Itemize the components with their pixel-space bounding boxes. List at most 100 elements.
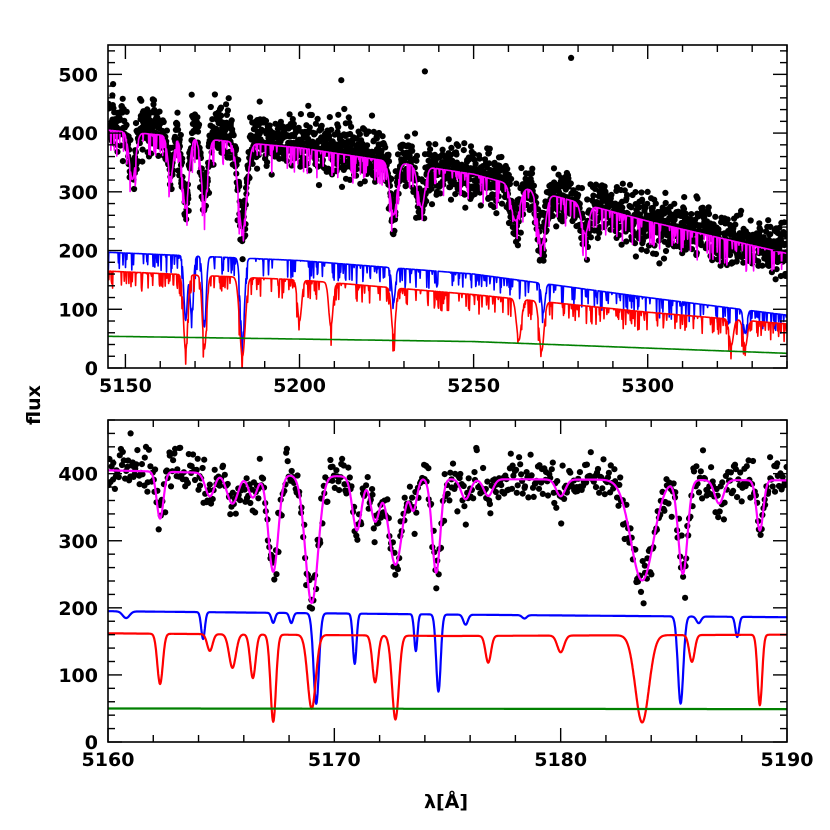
data-point xyxy=(333,467,340,474)
data-point xyxy=(345,464,352,471)
data-point xyxy=(720,516,728,523)
x-tick-label: 5180 xyxy=(534,749,587,771)
data-point xyxy=(487,510,494,517)
data-point xyxy=(738,207,745,214)
data-point xyxy=(619,204,626,211)
data-point xyxy=(314,115,321,122)
data-point xyxy=(712,213,719,220)
data-point xyxy=(377,514,384,521)
data-point xyxy=(518,164,525,172)
model-line-green xyxy=(108,335,787,355)
data-point xyxy=(690,468,698,475)
data-point xyxy=(492,488,499,496)
y-tick-label: 300 xyxy=(58,531,98,553)
data-point xyxy=(495,494,502,501)
data-point xyxy=(308,111,315,119)
data-point xyxy=(634,578,642,585)
data-point xyxy=(391,227,398,234)
data-point xyxy=(757,531,764,539)
data-point xyxy=(382,144,389,151)
data-point xyxy=(326,114,333,121)
data-point xyxy=(592,181,600,188)
data-point xyxy=(454,508,461,515)
data-point xyxy=(493,210,500,217)
data-point xyxy=(243,475,250,482)
data-point xyxy=(523,469,530,476)
data-point xyxy=(632,253,640,260)
data-point xyxy=(656,260,663,267)
data-point xyxy=(624,192,631,199)
data-point xyxy=(490,203,497,211)
data-point xyxy=(311,130,318,137)
data-point xyxy=(162,509,169,516)
data-point xyxy=(425,465,432,472)
y-tick-label: 400 xyxy=(58,123,98,145)
data-point xyxy=(241,486,248,493)
data-point xyxy=(345,114,352,121)
data-point xyxy=(759,262,766,269)
data-point xyxy=(384,496,391,503)
data-point xyxy=(295,124,302,131)
data-point xyxy=(343,490,350,497)
data-point xyxy=(294,472,301,479)
data-point xyxy=(462,521,469,528)
data-point xyxy=(680,205,688,213)
data-point xyxy=(268,171,275,178)
data-point xyxy=(638,189,645,196)
data-point xyxy=(724,216,731,223)
data-point xyxy=(780,229,787,236)
data-point xyxy=(346,474,353,481)
data-point xyxy=(409,147,416,154)
data-point xyxy=(175,126,182,133)
data-point xyxy=(767,231,774,238)
data-point xyxy=(527,451,534,458)
data-point xyxy=(513,489,520,496)
data-point xyxy=(163,127,170,134)
x-tick-label: 5190 xyxy=(761,749,814,771)
data-point xyxy=(477,202,484,209)
data-point xyxy=(636,204,643,211)
data-point xyxy=(544,492,552,499)
data-point xyxy=(308,605,316,612)
data-point xyxy=(413,509,420,516)
data-point xyxy=(219,462,227,469)
data-point xyxy=(641,562,648,569)
data-point xyxy=(452,191,459,198)
data-point xyxy=(455,142,462,149)
data-point xyxy=(484,478,491,485)
data-point xyxy=(411,530,418,538)
data-point xyxy=(227,511,234,518)
data-point xyxy=(453,151,460,158)
data-point xyxy=(288,467,295,475)
data-point xyxy=(394,566,401,573)
data-point xyxy=(201,456,208,463)
data-point xyxy=(530,493,537,500)
data-point xyxy=(306,124,313,131)
data-point xyxy=(326,133,333,140)
data-point xyxy=(540,257,547,264)
data-point xyxy=(747,217,754,224)
data-point xyxy=(486,145,493,152)
data-point xyxy=(433,585,440,592)
data-point xyxy=(559,462,566,469)
data-point xyxy=(184,480,191,487)
data-point xyxy=(370,525,377,532)
data-point xyxy=(516,454,523,461)
data-point xyxy=(783,240,787,247)
data-point xyxy=(284,458,291,465)
data-point xyxy=(256,98,263,105)
data-point xyxy=(628,204,635,211)
data-point xyxy=(549,459,556,466)
data-point xyxy=(167,483,175,490)
data-point xyxy=(769,483,776,490)
data-point xyxy=(535,485,543,492)
data-point xyxy=(425,140,432,147)
data-point xyxy=(406,152,413,159)
data-point xyxy=(289,116,296,123)
data-point xyxy=(379,133,386,140)
data-point xyxy=(171,450,178,457)
data-point xyxy=(335,123,342,131)
data-point xyxy=(199,464,206,472)
data-point xyxy=(506,180,513,188)
data-point xyxy=(596,489,603,496)
